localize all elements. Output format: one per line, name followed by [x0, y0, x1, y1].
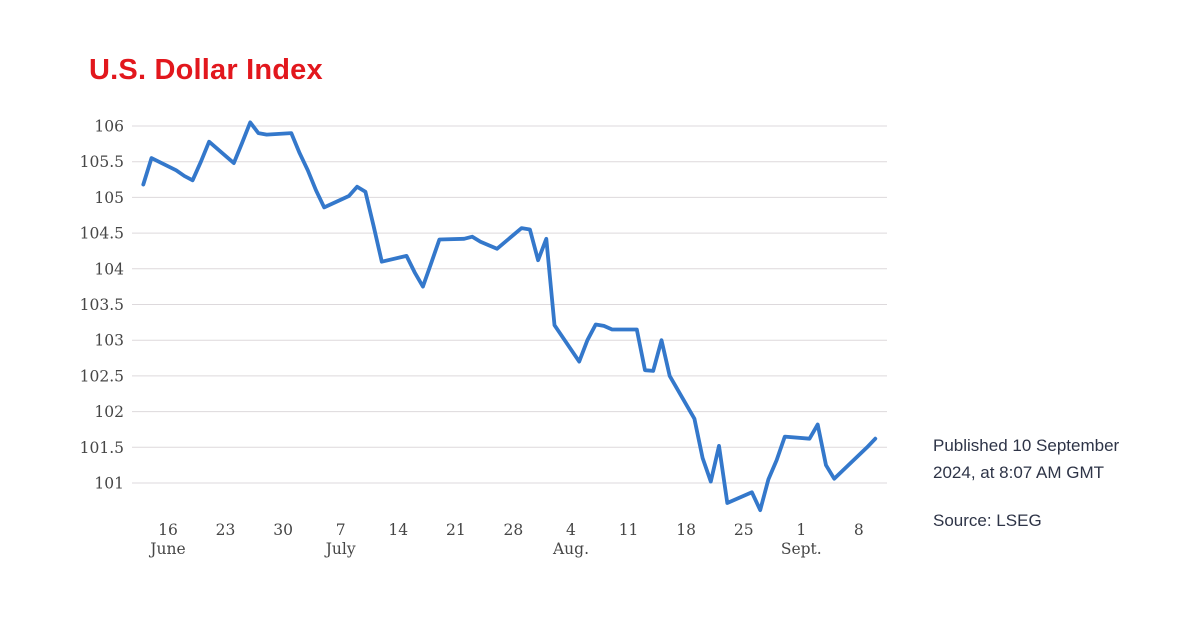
y-tick-label: 101 [94, 475, 124, 493]
y-tick-label: 101.5 [80, 439, 124, 457]
y-tick-label: 105.5 [80, 153, 124, 171]
chart-title: U.S. Dollar Index [89, 54, 323, 86]
month-label: July [324, 540, 356, 558]
y-tick-label: 102.5 [80, 367, 124, 385]
x-tick-label: 21 [446, 521, 466, 539]
month-label: Sept. [781, 540, 822, 558]
y-gridlines [132, 125, 887, 484]
x-tick-label: 14 [388, 521, 408, 539]
x-tick-label: 30 [273, 521, 293, 539]
source-credit: Source: LSEG [933, 511, 1042, 530]
month-label: June [148, 540, 185, 558]
published-timestamp: Published 10 September 2024, at 8:07 AM … [933, 436, 1120, 482]
y-axis-labels: 106 105.5 105 104.5 104 103.5 103 102.5 102 101.5… [80, 118, 125, 493]
y-tick-label: 106 [94, 118, 124, 136]
y-tick-label: 103.5 [80, 296, 124, 314]
x-tick-label: 8 [854, 521, 864, 539]
x-tick-label: 7 [336, 521, 346, 539]
x-tick-label: 28 [504, 521, 524, 539]
x-tick-label: 4 [566, 521, 576, 539]
month-labels: June July Aug. Sept. [148, 540, 821, 558]
month-label: Aug. [552, 540, 589, 558]
y-tick-label: 102 [94, 403, 124, 421]
y-tick-label: 103 [94, 332, 124, 350]
price-line [141, 120, 878, 512]
x-axis-labels: 16 23 30 7 14 21 28 4 11 18 25 1 8 [158, 521, 864, 539]
x-tick-label: 16 [158, 521, 178, 539]
x-tick-label: 18 [676, 521, 696, 539]
x-tick-label: 23 [216, 521, 236, 539]
x-tick-label: 1 [796, 521, 806, 539]
y-tick-label: 104.5 [80, 225, 124, 243]
x-tick-label: 25 [734, 521, 754, 539]
y-tick-label: 105 [94, 189, 124, 207]
x-tick-label: 11 [619, 521, 639, 539]
y-tick-label: 104 [94, 260, 124, 278]
